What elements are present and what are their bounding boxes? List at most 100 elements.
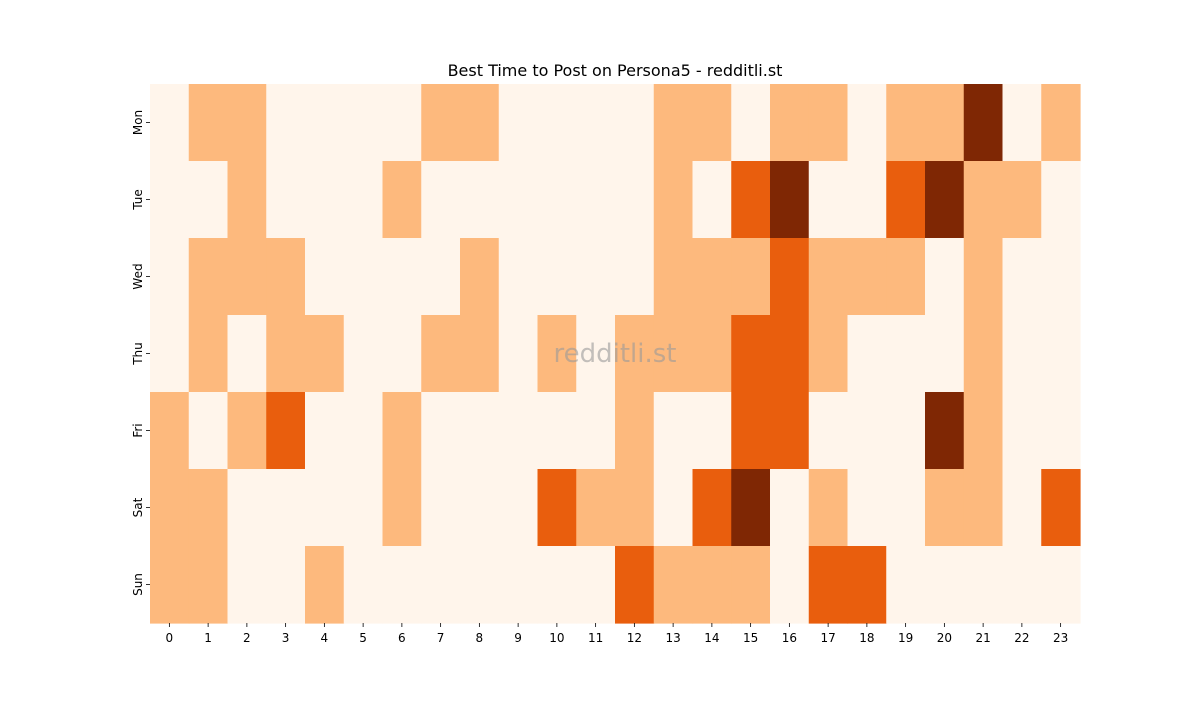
- heatmap-cell: [886, 392, 926, 470]
- heatmap-cell: [382, 392, 422, 470]
- heatmap-cell: [537, 315, 577, 393]
- heatmap-cell: [963, 84, 1004, 162]
- heatmap-cell: [460, 469, 500, 547]
- heatmap-cell: [731, 315, 771, 393]
- heatmap-cell: [266, 546, 306, 624]
- heatmap-cell: [188, 392, 229, 470]
- x-tick-label: 3: [282, 631, 290, 645]
- heatmap-cell: [1002, 315, 1042, 393]
- heatmap-cell: [692, 546, 732, 624]
- heatmap-cell: [1041, 469, 1081, 547]
- x-tick-label: 1: [204, 631, 212, 645]
- heatmap-cell: [692, 392, 732, 470]
- heatmap-cell: [808, 238, 849, 316]
- x-tick-label: 17: [820, 631, 835, 645]
- heatmap-cell: [421, 238, 461, 316]
- heatmap-cell: [537, 84, 577, 162]
- x-tick-label: 14: [704, 631, 719, 645]
- x-tick-label: 8: [476, 631, 484, 645]
- heatmap-cell: [1002, 84, 1042, 162]
- heatmap-cell: [305, 469, 345, 547]
- heatmap-cell: [227, 469, 267, 547]
- heatmap-cell: [653, 546, 694, 624]
- heatmap-cell: [653, 469, 694, 547]
- heatmap-cell: [382, 315, 422, 393]
- heatmap-cell: [615, 161, 655, 239]
- heatmap-cell: [963, 392, 1004, 470]
- heatmap-cell: [886, 84, 926, 162]
- heatmap-cell: [305, 161, 345, 239]
- heatmap-cell: [1002, 161, 1042, 239]
- heatmap-cell: [188, 469, 229, 547]
- heatmap-cell: [963, 315, 1004, 393]
- heatmap-cell: [731, 84, 771, 162]
- heatmap-cell: [615, 238, 655, 316]
- heatmap-cell: [266, 238, 306, 316]
- heatmap-cell: [227, 161, 267, 239]
- heatmap-cell: [615, 315, 655, 393]
- y-tick-label: Fri: [131, 423, 145, 437]
- heatmap-cell: [188, 315, 229, 393]
- y-tick-label: Thu: [131, 342, 145, 366]
- heatmap-cell: [1041, 315, 1081, 393]
- heatmap-cell: [150, 238, 190, 316]
- x-tick-label: 23: [1053, 631, 1068, 645]
- heatmap-cell: [305, 238, 345, 316]
- heatmap-cell: [925, 315, 965, 393]
- heatmap-cell: [653, 84, 694, 162]
- x-tick-label: 6: [398, 631, 406, 645]
- watermark: redditli.st: [554, 339, 677, 369]
- heatmap-cell: [343, 84, 384, 162]
- heatmap-cell: [847, 161, 887, 239]
- heatmap-cell: [227, 392, 267, 470]
- heatmap-cell: [150, 469, 190, 547]
- heatmap-cell: [498, 546, 539, 624]
- heatmap-cell: [576, 161, 616, 239]
- heatmap-cell: [460, 392, 500, 470]
- heatmap-cell: [537, 161, 577, 239]
- heatmap-cell: [421, 315, 461, 393]
- heatmap-cell: [653, 315, 694, 393]
- heatmap-cell: [188, 161, 229, 239]
- heatmap-cell: [692, 84, 732, 162]
- heatmap-cell: [615, 84, 655, 162]
- heatmap-cell: [576, 469, 616, 547]
- x-tick-label: 10: [549, 631, 564, 645]
- heatmap-cell: [886, 238, 926, 316]
- heatmap-cell: [1041, 84, 1081, 162]
- heatmap-cell: [421, 84, 461, 162]
- heatmap-cell: [150, 546, 190, 624]
- heatmap-cell: [925, 161, 965, 239]
- heatmap-cell: [150, 161, 190, 239]
- heatmap-cell: [963, 469, 1004, 547]
- heatmap-cell: [770, 238, 810, 316]
- heatmap-cell: [847, 469, 887, 547]
- heatmap-cell: [227, 315, 267, 393]
- heatmap-cell: [382, 546, 422, 624]
- heatmap-cell: [731, 546, 771, 624]
- heatmap-cell: [382, 161, 422, 239]
- heatmap-cell: [963, 546, 1004, 624]
- heatmap-cell: [770, 392, 810, 470]
- heatmap-cell: [731, 469, 771, 547]
- x-tick-label: 2: [243, 631, 251, 645]
- heatmap-cell: [886, 546, 926, 624]
- heatmap-cells: [150, 84, 1081, 624]
- heatmap-cell: [692, 315, 732, 393]
- heatmap-cell: [421, 161, 461, 239]
- heatmap-cell: [692, 161, 732, 239]
- heatmap-cell: [266, 161, 306, 239]
- heatmap-cell: [343, 469, 384, 547]
- heatmap-cell: [925, 546, 965, 624]
- heatmap-cell: [653, 161, 694, 239]
- heatmap-cell: [498, 315, 539, 393]
- heatmap-cell: [150, 392, 190, 470]
- heatmap-cell: [460, 546, 500, 624]
- heatmap-cell: [925, 84, 965, 162]
- heatmap-cell: [731, 161, 771, 239]
- heatmap-cell: [460, 238, 500, 316]
- x-tick-label: 13: [665, 631, 680, 645]
- x-tick-label: 9: [514, 631, 522, 645]
- heatmap-cell: [692, 469, 732, 547]
